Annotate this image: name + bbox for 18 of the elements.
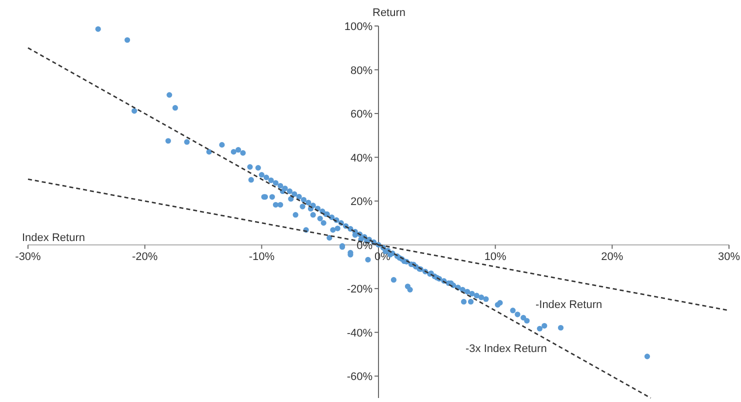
x-tick-label: -20% bbox=[132, 250, 158, 263]
y-axis-title: Return bbox=[372, 7, 406, 19]
x-tick-label: 30% bbox=[718, 250, 740, 263]
x-tick-label: -30% bbox=[15, 250, 42, 263]
y-tick-label: 100% bbox=[344, 21, 373, 33]
y-tick-label: -40% bbox=[346, 327, 373, 340]
x-tick-label: -10% bbox=[248, 250, 275, 263]
x-tick-label: 20% bbox=[601, 250, 624, 263]
x-tick-label: 10% bbox=[484, 250, 507, 263]
y-tick-label: 40% bbox=[350, 152, 373, 164]
y-tick-label: -20% bbox=[346, 284, 373, 296]
series-label: -Index Return bbox=[535, 299, 602, 312]
x-axis-title: Index Return bbox=[22, 232, 85, 244]
y-tick-label: -60% bbox=[346, 371, 373, 384]
y-tick-label: 80% bbox=[350, 64, 373, 77]
series-label: -3x Index Return bbox=[466, 342, 547, 355]
y-tick-label: 60% bbox=[350, 108, 373, 121]
y-tick-label: 20% bbox=[350, 196, 373, 208]
